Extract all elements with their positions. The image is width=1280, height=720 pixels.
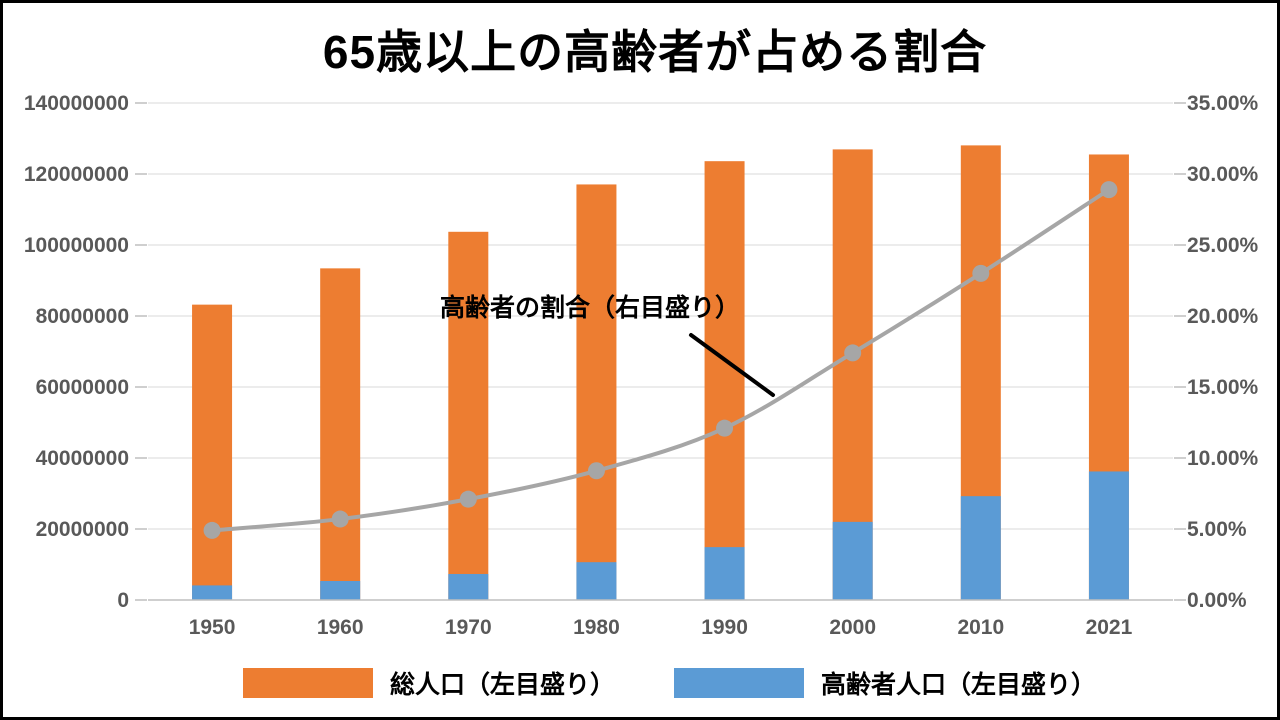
legend-item-total-population: 総人口（左目盛り） [243, 666, 615, 700]
ratio-marker-1950 [203, 521, 221, 539]
bar-elderly-1950 [192, 585, 233, 600]
chart-legend: 総人口（左目盛り） 高齢者人口（左目盛り） [3, 666, 1277, 706]
bar-total-1960 [320, 268, 361, 600]
right-axis-tick-label: 0.00% [1187, 589, 1247, 612]
x-axis-label-2000: 2000 [829, 616, 876, 639]
bar-elderly-1970 [448, 573, 489, 600]
left-axis-tick-label: 20000000 [36, 518, 129, 541]
legend-swatch-elderly-population [674, 668, 804, 698]
left-axis-tick-label: 80000000 [36, 305, 129, 328]
ratio-marker-1960 [331, 510, 349, 528]
bar-total-1970 [448, 231, 489, 600]
left-axis-tick-label: 140000000 [24, 92, 129, 115]
bar-total-1980 [576, 184, 617, 600]
legend-label-total-population: 総人口（左目盛り） [390, 671, 616, 699]
ratio-marker-1970 [459, 490, 477, 508]
right-axis-tick-label: 30.00% [1187, 163, 1259, 186]
left-axis-tick-label: 120000000 [24, 163, 129, 186]
bar-total-1950 [192, 304, 233, 600]
right-axis-tick-label: 20.00% [1187, 305, 1259, 328]
bar-elderly-1960 [320, 581, 361, 600]
left-axis-tick-label: 40000000 [36, 447, 129, 470]
left-axis-tick-label: 60000000 [36, 376, 129, 399]
ratio-marker-2021 [1100, 181, 1118, 199]
bar-elderly-1990 [704, 547, 745, 600]
x-axis-label-1950: 1950 [189, 616, 236, 639]
combo-chart: 140000000 35.00% 120000000 30.00% 100000000 2… [24, 92, 1259, 639]
line-series-annotation: 高齢者の割合（右目盛り） [440, 294, 741, 322]
x-axis-label-1980: 1980 [573, 616, 620, 639]
ratio-marker-2010 [972, 264, 990, 282]
bar-elderly-1980 [576, 562, 617, 600]
right-axis-tick-label: 5.00% [1187, 518, 1247, 541]
x-axis-label-1970: 1970 [445, 616, 492, 639]
legend-swatch-total-population [243, 668, 373, 698]
bar-elderly-2000 [832, 521, 873, 600]
ratio-marker-1990 [716, 419, 734, 437]
right-axis-tick-label: 10.00% [1187, 447, 1259, 470]
ratio-marker-2000 [844, 344, 862, 362]
legend-item-elderly-population: 高齢者人口（左目盛り） [674, 666, 1096, 700]
right-axis-tick-label: 35.00% [1187, 92, 1259, 115]
ratio-marker-1980 [587, 462, 605, 480]
ratio-line [210, 187, 1111, 533]
bar-elderly-2010 [960, 496, 1001, 600]
bar-total-1990 [704, 161, 745, 600]
bar-elderly-2021 [1088, 471, 1129, 600]
x-axis-label-1990: 1990 [701, 616, 748, 639]
right-axis-tick-label: 25.00% [1187, 234, 1259, 257]
legend-label-elderly-population: 高齢者人口（左目盛り） [821, 671, 1097, 699]
x-axis-label-1960: 1960 [317, 616, 364, 639]
chart-title: 65歳以上の高齢者が占める割合 [322, 26, 988, 78]
left-axis-tick-label: 100000000 [24, 234, 129, 257]
right-axis-tick-label: 15.00% [1187, 376, 1259, 399]
x-axis-label-2010: 2010 [957, 616, 1004, 639]
x-axis-label-2021: 2021 [1086, 616, 1133, 639]
left-axis-tick-label: 0 [117, 589, 129, 612]
annotation-pointer-line [689, 333, 775, 397]
